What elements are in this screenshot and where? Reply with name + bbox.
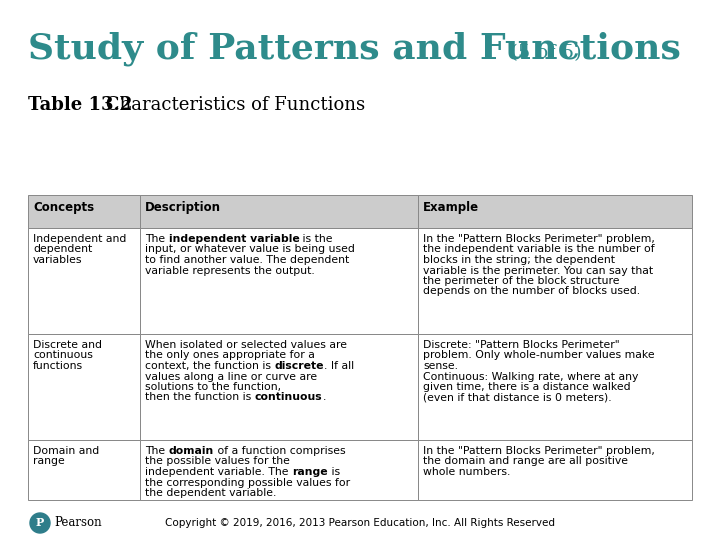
Text: Example: Example	[423, 201, 479, 214]
Circle shape	[30, 513, 50, 533]
Text: Discrete: "Pattern Blocks Perimeter": Discrete: "Pattern Blocks Perimeter"	[423, 340, 620, 350]
Text: The: The	[145, 234, 168, 244]
Text: range: range	[292, 467, 328, 477]
Text: Concepts: Concepts	[33, 201, 94, 214]
Text: the corresponding possible values for: the corresponding possible values for	[145, 477, 350, 488]
Text: Study of Patterns and Functions: Study of Patterns and Functions	[28, 31, 681, 65]
Text: P: P	[36, 517, 44, 529]
Text: blocks in the string; the dependent: blocks in the string; the dependent	[423, 255, 615, 265]
Text: given time, there is a distance walked: given time, there is a distance walked	[423, 382, 631, 392]
Text: the dependent variable.: the dependent variable.	[145, 488, 276, 498]
Text: Discrete and: Discrete and	[33, 340, 102, 350]
Text: domain: domain	[168, 446, 214, 456]
Text: functions: functions	[33, 361, 83, 371]
Text: Table 13.2: Table 13.2	[28, 96, 132, 114]
Text: to find another value. The dependent: to find another value. The dependent	[145, 255, 349, 265]
Bar	[418, 195, 692, 228]
Text: In the "Pattern Blocks Perimeter" problem,: In the "Pattern Blocks Perimeter" proble…	[423, 234, 655, 244]
Text: . If all: . If all	[324, 361, 354, 371]
Text: continuous: continuous	[255, 393, 323, 402]
Text: then the function is: then the function is	[145, 393, 255, 402]
Text: values along a line or curve are: values along a line or curve are	[145, 372, 317, 381]
Text: variable is the perimeter. You can say that: variable is the perimeter. You can say t…	[423, 266, 653, 275]
Bar	[140, 228, 418, 334]
Text: input, or whatever value is being used: input, or whatever value is being used	[145, 245, 355, 254]
Text: .: .	[323, 393, 325, 402]
Text: Copyright © 2019, 2016, 2013 Pearson Education, Inc. All Rights Reserved: Copyright © 2019, 2016, 2013 Pearson Edu…	[165, 518, 555, 528]
Text: Continuous: Walking rate, where at any: Continuous: Walking rate, where at any	[423, 372, 639, 381]
Bar	[28, 334, 140, 440]
Text: range: range	[33, 456, 65, 467]
Text: When isolated or selected values are: When isolated or selected values are	[145, 340, 347, 350]
Text: is the: is the	[300, 234, 333, 244]
Text: Pearson: Pearson	[54, 516, 102, 530]
Text: (even if that distance is 0 meters).: (even if that distance is 0 meters).	[423, 393, 611, 402]
Bar	[28, 195, 140, 228]
Text: context, the function is: context, the function is	[145, 361, 274, 371]
Bar	[418, 228, 692, 334]
Text: the possible values for the: the possible values for the	[145, 456, 290, 467]
Bar	[140, 334, 418, 440]
Text: Independent and: Independent and	[33, 234, 127, 244]
Text: the domain and range are all positive: the domain and range are all positive	[423, 456, 628, 467]
Text: is: is	[328, 467, 340, 477]
Text: variables: variables	[33, 255, 83, 265]
Text: In the "Pattern Blocks Perimeter" problem,: In the "Pattern Blocks Perimeter" proble…	[423, 446, 655, 456]
Text: dependent: dependent	[33, 245, 92, 254]
Text: problem. Only whole-number values make: problem. Only whole-number values make	[423, 350, 654, 361]
Text: whole numbers.: whole numbers.	[423, 467, 510, 477]
Text: discrete: discrete	[274, 361, 324, 371]
Text: of a function comprises: of a function comprises	[214, 446, 346, 456]
Text: independent variable. The: independent variable. The	[145, 467, 292, 477]
Text: depends on the number of blocks used.: depends on the number of blocks used.	[423, 287, 640, 296]
Text: solutions to the function,: solutions to the function,	[145, 382, 281, 392]
Bar	[140, 440, 418, 500]
Text: Description: Description	[145, 201, 221, 214]
Bar	[418, 440, 692, 500]
Text: (5 of 5): (5 of 5)	[504, 44, 582, 62]
Bar	[418, 334, 692, 440]
Text: continuous: continuous	[33, 350, 93, 361]
Text: the independent variable is the number of: the independent variable is the number o…	[423, 245, 654, 254]
Bar	[28, 228, 140, 334]
Bar	[28, 440, 140, 500]
Text: independent variable: independent variable	[168, 234, 300, 244]
Text: Domain and: Domain and	[33, 446, 99, 456]
Bar	[140, 195, 418, 228]
Text: the only ones appropriate for a: the only ones appropriate for a	[145, 350, 315, 361]
Text: variable represents the output.: variable represents the output.	[145, 266, 315, 275]
Text: the perimeter of the block structure: the perimeter of the block structure	[423, 276, 619, 286]
Text: sense.: sense.	[423, 361, 458, 371]
Text: The: The	[145, 446, 168, 456]
Text: Characteristics of Functions: Characteristics of Functions	[100, 96, 365, 114]
